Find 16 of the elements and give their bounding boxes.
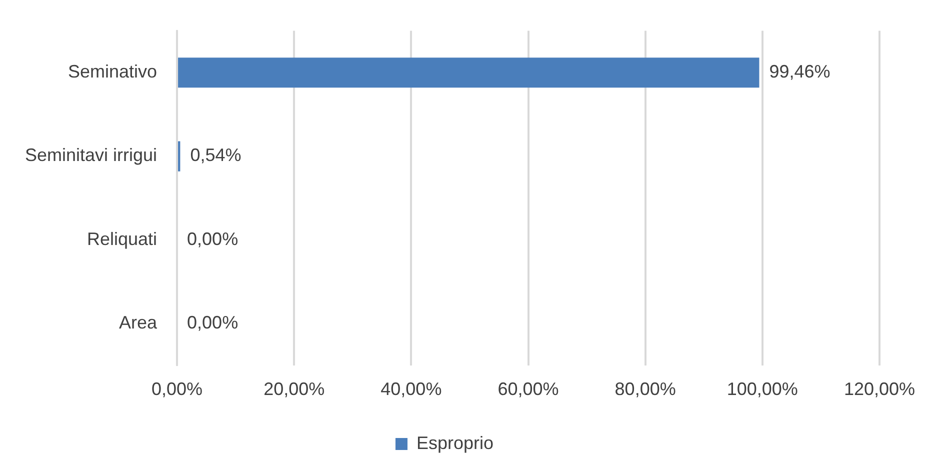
y-tick-label: Reliquati — [86, 228, 158, 249]
y-tick-label: Seminativo — [68, 62, 158, 82]
x-tick-label: 0,00% — [152, 379, 203, 400]
data-label: 99,46% — [769, 62, 830, 82]
x-tick-label: 120,00% — [844, 379, 915, 400]
legend-label: Esproprio — [416, 432, 494, 453]
x-tick-label: 60,00% — [498, 379, 559, 400]
data-label: 0,00% — [187, 312, 238, 333]
x-tick-label: 100,00% — [726, 379, 798, 400]
x-tick-label: 20,00% — [264, 379, 325, 400]
x-tick-label: 80,00% — [614, 379, 676, 400]
y-tick-label: Seminitavi irrigui — [24, 145, 158, 166]
data-label: 0,00% — [187, 228, 238, 249]
data-label: 0,54% — [190, 145, 242, 166]
y-tick-label: Area — [119, 312, 158, 333]
x-tick-label: 40,00% — [380, 379, 442, 400]
